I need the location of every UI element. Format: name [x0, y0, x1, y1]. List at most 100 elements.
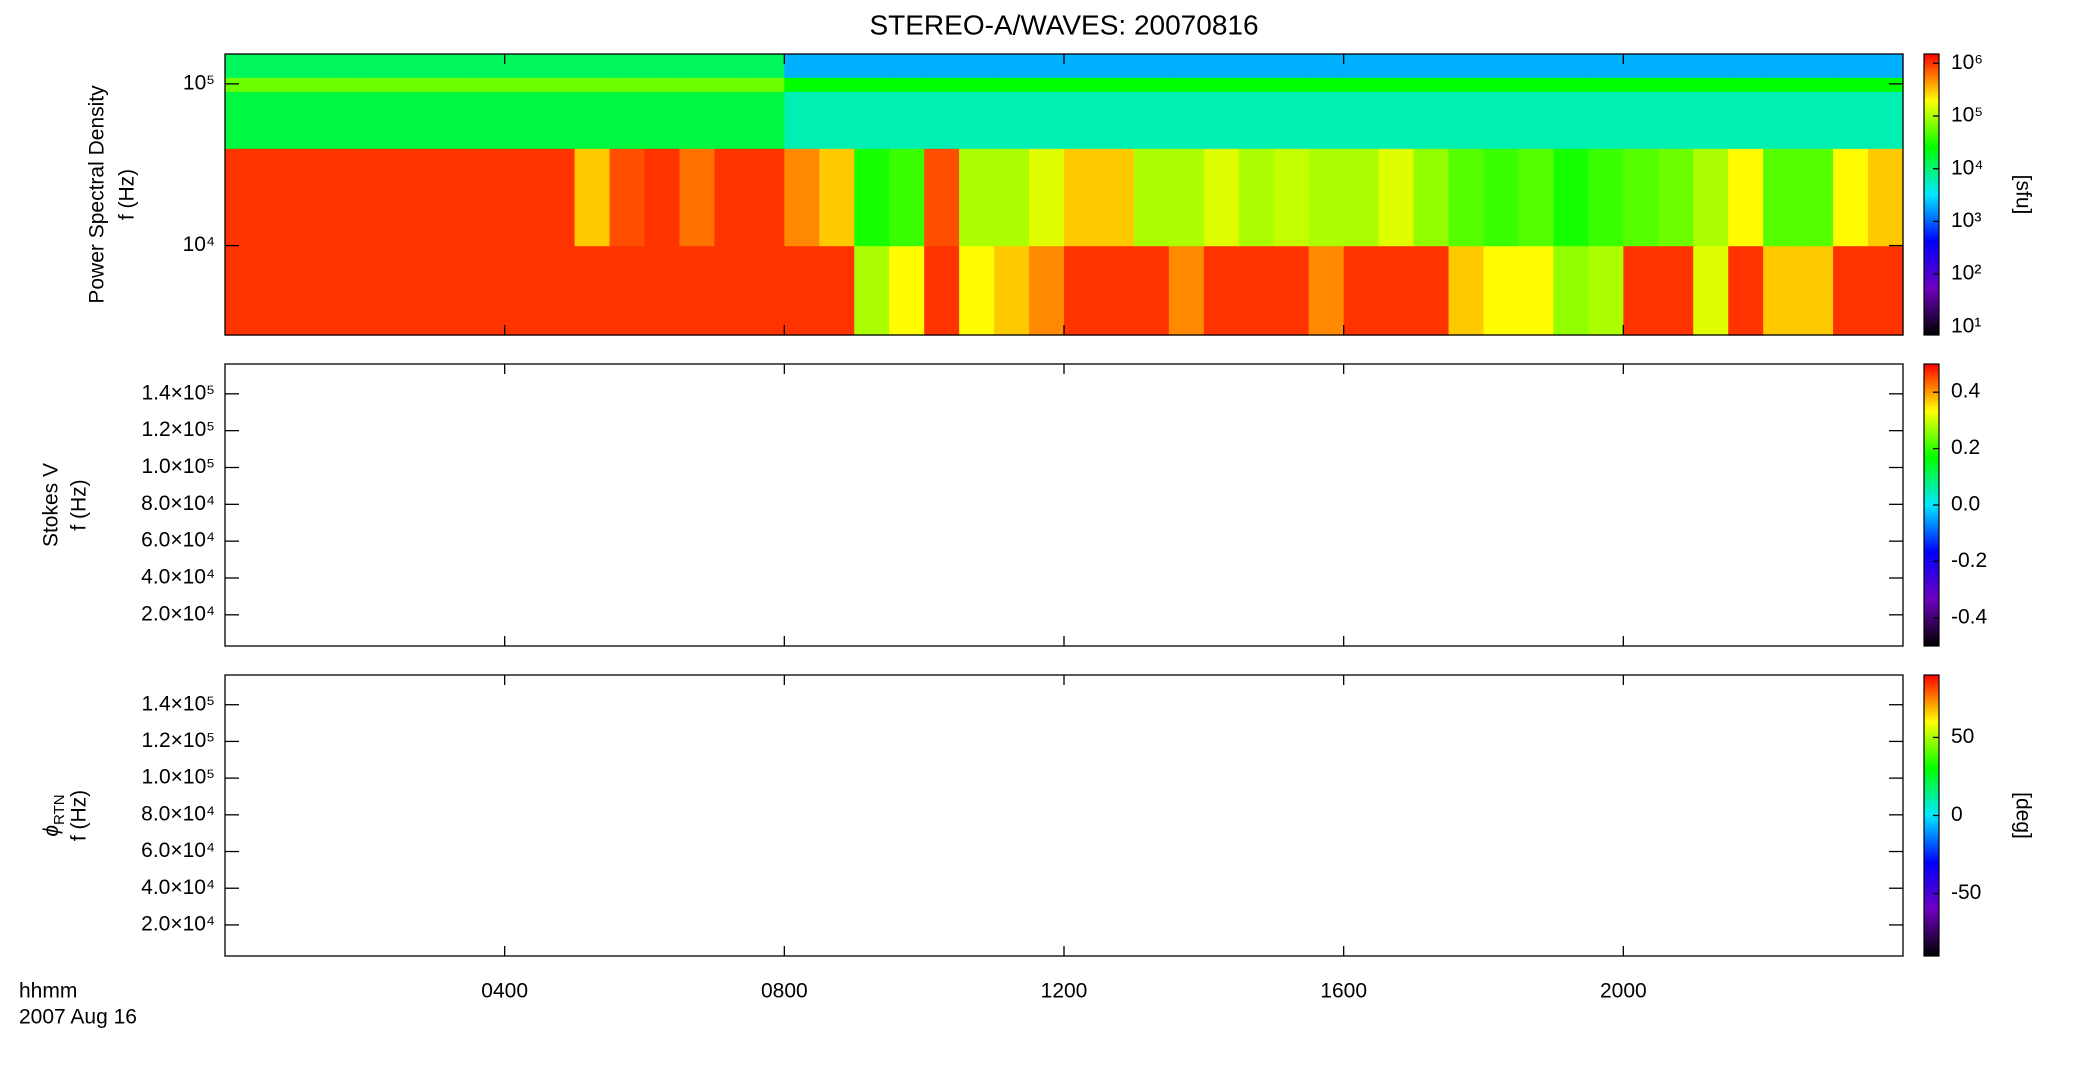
heatmap-cell [1238, 245, 1275, 336]
heatmap-cell [1308, 245, 1345, 336]
heatmap-cell [469, 245, 506, 336]
heatmap-cell [1833, 148, 1869, 247]
heatmap-cell [1798, 54, 1834, 78]
heatmap-cell [329, 148, 366, 247]
heatmap-cell [889, 77, 925, 92]
colorbar-tick-label: 0.2 [1951, 436, 1980, 459]
heatmap-cell [1728, 245, 1764, 336]
colorbar-label: [sfu] [2011, 175, 2034, 215]
heatmap-cell [1798, 91, 1834, 149]
heatmap-cell [679, 245, 716, 336]
heatmap-cell [1518, 77, 1555, 92]
heatmap-cell [1133, 245, 1170, 336]
heatmap-cell [1343, 245, 1380, 336]
heatmap-cell [1518, 148, 1555, 247]
x-tick-label: 1600 [1320, 980, 1367, 1003]
colorbar-tick-label: 10³ [1951, 209, 1981, 232]
heatmap-cell [1693, 91, 1729, 149]
heatmap-cell [819, 148, 855, 247]
heatmap-cell [1868, 77, 1904, 92]
x-axis-label: hhmm [19, 980, 77, 1003]
heatmap-cell [1413, 245, 1450, 336]
y-axis-unit-label: f (Hz) [68, 790, 91, 841]
heatmap-cell [1588, 54, 1624, 78]
heatmap-cell [1168, 77, 1205, 92]
heatmap-cell [1623, 245, 1659, 336]
heatmap-cell [1029, 148, 1065, 247]
heatmap-cell [1693, 54, 1729, 78]
heatmap-cell [1868, 54, 1904, 78]
y-axis-label: Power Spectral Density [86, 85, 109, 304]
y-tick-label: 2.0×10⁴ [141, 912, 215, 935]
heatmap-cell [1763, 245, 1799, 336]
heatmap-cell [364, 91, 401, 149]
heatmap-cell [259, 77, 296, 92]
heatmap-cell [924, 245, 960, 336]
y-axis-unit-label: f (Hz) [68, 479, 91, 530]
heatmap-cell [749, 91, 785, 149]
heatmap-cell [1483, 54, 1520, 78]
colorbar-tick-label: 10² [1951, 262, 1981, 285]
heatmap-cell [1588, 148, 1624, 247]
heatmap-cell [1448, 77, 1485, 92]
heatmap-cell [1868, 245, 1904, 336]
heatmap-cell [1588, 245, 1624, 336]
heatmap-cell [889, 91, 925, 149]
heatmap-cell [294, 54, 331, 78]
heatmap-cell [889, 245, 925, 336]
heatmap-cell [1273, 148, 1310, 247]
heatmap-cell [679, 54, 716, 78]
heatmap-cell [1483, 245, 1520, 336]
heatmap-cell [1308, 91, 1345, 149]
heatmap-cell [1588, 91, 1624, 149]
heatmap-cell [1203, 91, 1240, 149]
x-tick-label: 0800 [761, 980, 808, 1003]
heatmap-cell [574, 77, 611, 92]
heatmap-cell [1448, 91, 1485, 149]
heatmap-cell [1798, 245, 1834, 336]
y-tick-label: 4.0×10⁴ [141, 566, 215, 589]
x-tick-label: 2000 [1600, 980, 1647, 1003]
plot-frame [224, 674, 1904, 957]
heatmap-cell [819, 245, 855, 336]
y-tick-label: 6.0×10⁴ [141, 839, 215, 862]
heatmap-cell [1203, 54, 1240, 78]
heatmap-cell [1658, 245, 1694, 336]
heatmap-cell [1413, 54, 1450, 78]
heatmap-cell [609, 54, 646, 78]
heatmap-cell [889, 54, 925, 78]
heatmap-cell [1168, 54, 1205, 78]
heatmap-cell [1763, 77, 1799, 92]
heatmap-cell [994, 148, 1030, 247]
heatmap-cell [469, 148, 506, 247]
heatmap-cell [1343, 148, 1380, 247]
heatmap-cell [1133, 77, 1170, 92]
heatmap-cell [1168, 91, 1205, 149]
heatmap-cell [1868, 148, 1904, 247]
heatmap-cell [714, 91, 750, 149]
heatmap-cell [434, 245, 471, 336]
heatmap-cell [1728, 148, 1764, 247]
heatmap-cell [1098, 148, 1135, 247]
heatmap-cell [1798, 77, 1834, 92]
heatmap-cell [924, 91, 960, 149]
heatmap-cell [1098, 91, 1135, 149]
y-axis-label: Stokes V [40, 463, 63, 547]
heatmap-cell [504, 245, 541, 336]
heatmap-cell [364, 54, 401, 78]
heatmap-cell [1098, 54, 1135, 78]
heatmap-cell [539, 91, 576, 149]
heatmap-cell [574, 245, 611, 336]
heatmap-cell [1623, 77, 1659, 92]
heatmap-cell [1378, 91, 1415, 149]
heatmap-cell [1029, 245, 1065, 336]
heatmap-cell [1728, 91, 1764, 149]
heatmap-cell [1029, 54, 1065, 78]
heatmap-cell [749, 54, 785, 78]
heatmap-cell [1273, 91, 1310, 149]
heatmap-cell [819, 54, 855, 78]
heatmap-cell [1693, 77, 1729, 92]
heatmap-cell [1448, 245, 1485, 336]
heatmap-cell [259, 148, 296, 247]
heatmap-cell [749, 148, 785, 247]
